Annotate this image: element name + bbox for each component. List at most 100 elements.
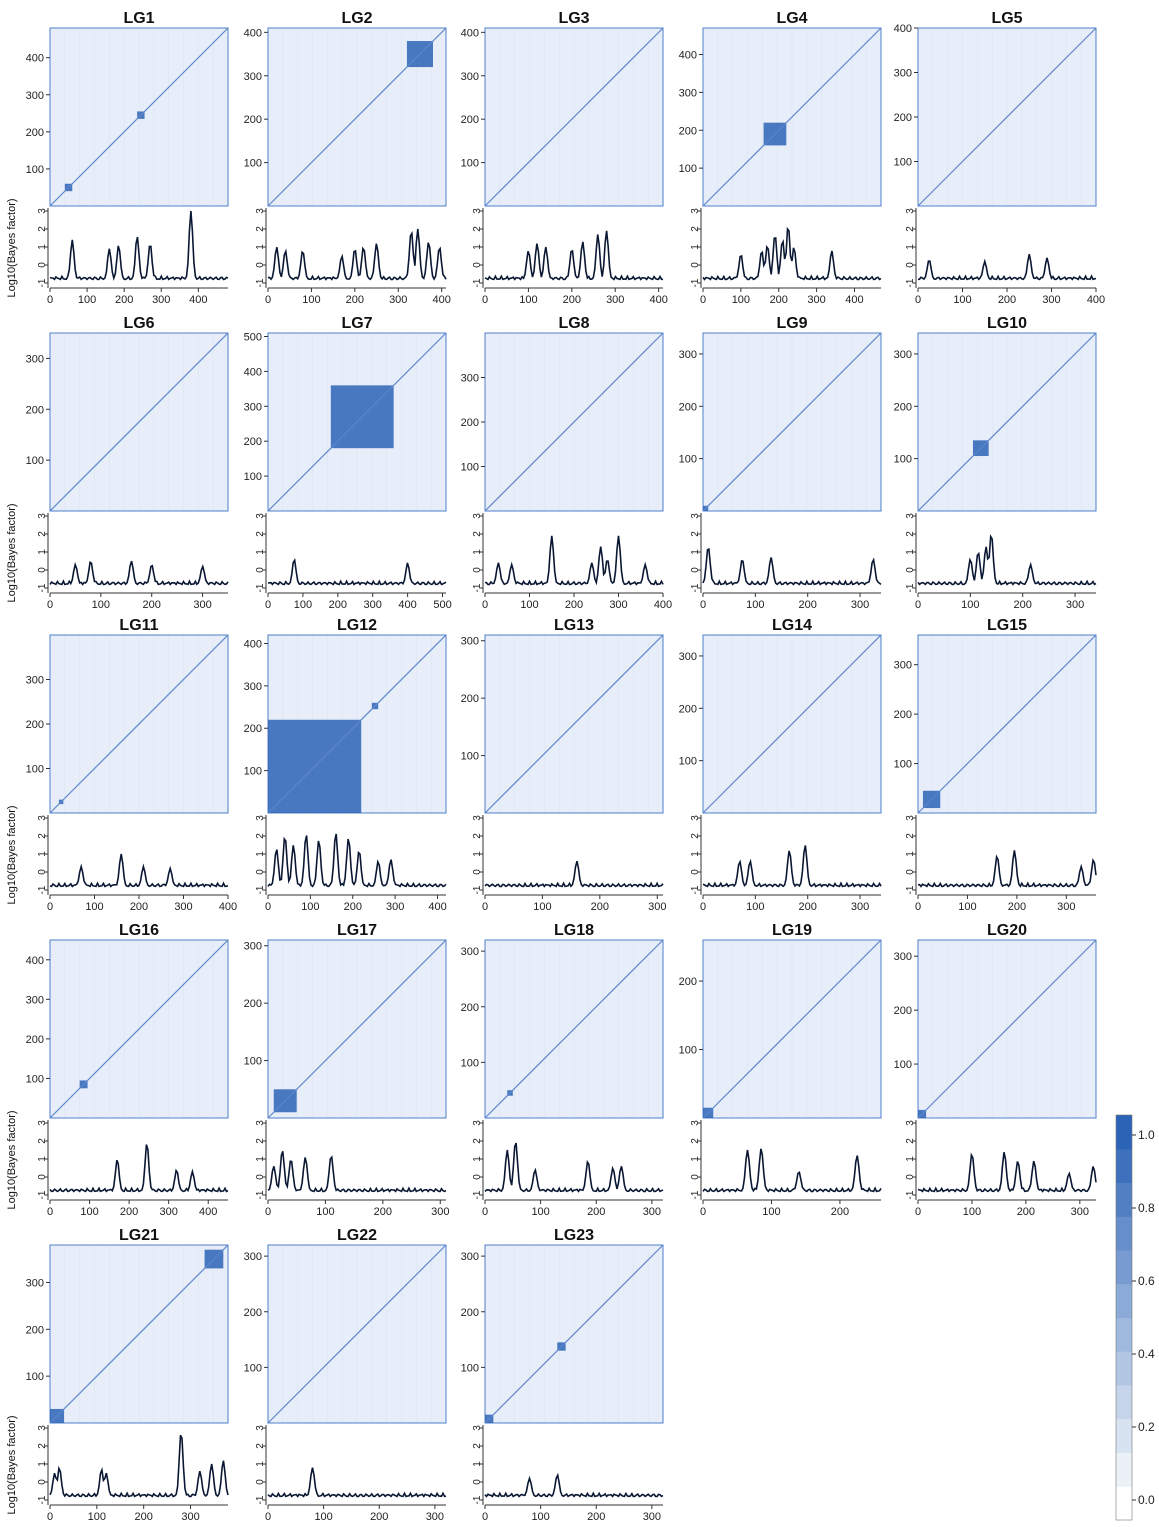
bayes-ytick-label: -1 — [905, 583, 916, 592]
bayes-xtick-label: 100 — [301, 901, 319, 913]
panel-lg12: LG12 100 200 300 400 3 2 1 0 -1 0 100 200 300 400 — [244, 617, 447, 913]
bayes-xtick-label: 200 — [1017, 1206, 1035, 1218]
colorbar-tick-label: 0.6 — [1138, 1274, 1155, 1288]
bayes-xtick-label: 100 — [314, 1511, 332, 1523]
bayes-xtick-label: 300 — [606, 294, 624, 306]
heatmap-ytick-label: 200 — [461, 693, 479, 705]
heatmap-diagonal — [484, 1244, 664, 1424]
panel-title: LG18 — [554, 922, 594, 939]
bayes-ytick-label: 3 — [37, 815, 48, 821]
colorbar-frame — [1115, 1114, 1133, 1521]
colorbar-tick-label: 1.0 — [1138, 1128, 1155, 1142]
bayes-xtick-label: 300 — [1057, 901, 1075, 913]
heatmap-ytick-label: 300 — [894, 660, 912, 672]
bayes-xtick-label: 0 — [482, 901, 488, 913]
bayes-line — [702, 547, 882, 586]
bayes-ytick-label: 0 — [37, 869, 48, 875]
bayes-xtick-label: 400 — [432, 294, 450, 306]
heatmap-ytick-label: 400 — [244, 27, 262, 39]
bayes-ytick-label: 0 — [37, 1174, 48, 1180]
panel-title: LG5 — [991, 10, 1022, 27]
heatmap-ytick-label: 100 — [894, 157, 912, 169]
bayes-line — [917, 534, 1097, 586]
bayes-ytick-label: 2 — [905, 226, 916, 232]
panel-lg20: LG20 100 200 300 3 2 1 0 -1 0 100 200 300 — [894, 922, 1097, 1218]
colorbar-step — [1116, 1283, 1132, 1318]
bayes-ytick-label: 1 — [37, 1461, 48, 1467]
colorbar-tick-label: 0.0 — [1138, 1493, 1155, 1507]
colorbar-step — [1116, 1385, 1132, 1420]
bayes-line — [702, 226, 882, 281]
heatmap-ytick-label: 300 — [461, 636, 479, 648]
bayes-xtick-label: 400 — [189, 294, 207, 306]
bayes-xtick-label: 400 — [219, 901, 237, 913]
panel-lg17: LG17 100 200 300 3 2 1 0 -1 0 100 200 300 — [244, 922, 450, 1218]
bayes-xtick-label: 0 — [265, 901, 271, 913]
heatmap-ytick-label: 100 — [894, 759, 912, 771]
heatmap-ytick-label: 100 — [244, 766, 262, 778]
bayes-ytick-label: 2 — [905, 531, 916, 537]
panel-lg16: LG16 100 200 300 400 3 2 1 0 -1 0 100 200 300 400 — [26, 922, 229, 1218]
bayes-ytick-label: 2 — [37, 833, 48, 839]
panel-lg3: LG3 100 200 300 400 3 2 1 0 -1 0 100 200 300 400 — [461, 10, 668, 306]
heatmap-ytick-label: 200 — [461, 114, 479, 126]
bayes-line — [702, 845, 882, 888]
bayes-xtick-label: 200 — [587, 1206, 605, 1218]
bayes-line — [49, 1434, 229, 1498]
bayes-xtick-label: 0 — [482, 1206, 488, 1218]
bayes-xtick-label: 400 — [845, 294, 863, 306]
bayes-xtick-label: 0 — [265, 294, 271, 306]
bayes-xtick-label: 100 — [746, 599, 764, 611]
heatmap-ytick-label: 100 — [461, 1362, 479, 1374]
bayes-xtick-label: 400 — [654, 599, 672, 611]
panel-title: LG1 — [123, 10, 154, 27]
heatmap-ytick-label: 300 — [679, 651, 697, 663]
heatmap-ytick-label: 400 — [461, 27, 479, 39]
bayes-ytick-label: 0 — [255, 869, 266, 875]
heatmap-ytick-label: 100 — [244, 1056, 262, 1068]
panel-lg7: LG7 100 200 300 400 500 3 2 1 0 -1 0 100 200 300 400 500 — [244, 315, 452, 611]
panel-lg11: LG11 100 200 300 3 2 1 0 -1 0 100 200 300 400 — [26, 617, 238, 913]
heatmap-ytick-label: 500 — [244, 331, 262, 343]
bayes-xtick-label: 300 — [174, 901, 192, 913]
bayes-ylabels: Log10(Bayes factor) Log10(Bayes factor) Lo… — [6, 198, 18, 1514]
bayes-ytick-label: 0 — [37, 262, 48, 268]
panel-title: LG8 — [558, 315, 589, 332]
bayes-xtick-label: 0 — [482, 1511, 488, 1523]
bayes-ytick-label: 1 — [37, 1156, 48, 1162]
bayes-xtick-label: 200 — [370, 1511, 388, 1523]
bayes-ytick-label: 1 — [905, 851, 916, 857]
bayes-xtick-label: 100 — [80, 1206, 98, 1218]
bayes-line — [267, 558, 447, 586]
heatmap-ytick-label: 200 — [26, 127, 44, 139]
bayes-ylabel: Log10(Bayes factor) — [6, 1415, 18, 1514]
heatmap-ytick-label: 100 — [894, 454, 912, 466]
bayes-ytick-label: 2 — [255, 1443, 266, 1449]
bayes-ytick-label: 3 — [255, 1425, 266, 1431]
bayes-xtick-label: 100 — [531, 1511, 549, 1523]
colorbar-step — [1116, 1182, 1132, 1217]
heatmap-ytick-label: 200 — [244, 436, 262, 448]
bayes-xtick-label: 300 — [389, 294, 407, 306]
heatmap-ytick-label: 100 — [26, 455, 44, 467]
panel-lg15: LG15 100 200 300 3 2 1 0 -1 0 100 200 300 — [894, 617, 1097, 913]
bayes-xtick-label: 0 — [265, 1206, 271, 1218]
bayes-xtick-label: 0 — [47, 1511, 53, 1523]
colorbar-step — [1116, 1351, 1132, 1386]
bayes-ylabel: Log10(Bayes factor) — [6, 1110, 18, 1209]
heatmap-ytick-label: 300 — [679, 349, 697, 361]
heatmap-ytick-label: 200 — [894, 709, 912, 721]
heatmap-diagonal — [702, 27, 882, 207]
heatmap-ytick-label: 100 — [679, 1045, 697, 1057]
bayes-xtick-label: 0 — [47, 599, 53, 611]
bayes-xtick-label: 400 — [199, 1206, 217, 1218]
bayes-xtick-label: 400 — [428, 901, 446, 913]
bayes-ytick-label: 1 — [37, 851, 48, 857]
bayes-ytick-label: 3 — [690, 208, 701, 214]
bayes-ytick-label: -1 — [690, 1190, 701, 1199]
bayes-xtick-label: 100 — [953, 294, 971, 306]
panel-lg1: LG1 100 200 300 400 3 2 1 0 -1 0 100 200 300 400 — [26, 10, 229, 306]
heatmap-ytick-label: 300 — [894, 951, 912, 963]
bayes-xtick-label: 200 — [329, 599, 347, 611]
